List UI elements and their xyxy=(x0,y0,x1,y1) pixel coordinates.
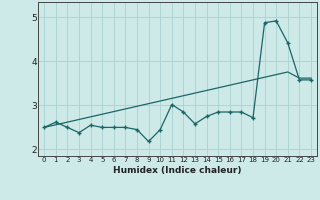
X-axis label: Humidex (Indice chaleur): Humidex (Indice chaleur) xyxy=(113,166,242,175)
